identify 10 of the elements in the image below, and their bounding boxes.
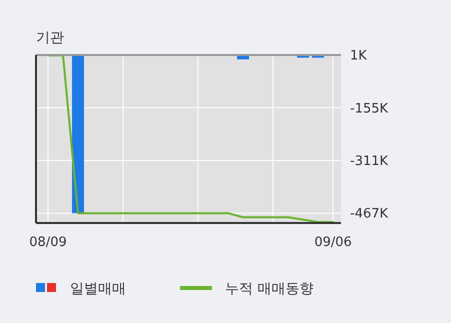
legend-label: 일별매매 (70, 280, 126, 297)
y-tick-label: -155K (350, 101, 389, 116)
legend-label: 누적 매매동향 (225, 280, 314, 297)
x-tick-label: 08/09 (29, 235, 67, 250)
line-series (47, 54, 334, 223)
y-tick-label: -467K (350, 206, 389, 222)
y-tick-label: -311K (350, 154, 389, 170)
x-tick-label: 09/06 (314, 235, 352, 250)
y-tick-label: 1K (350, 48, 368, 64)
chart-title: 기관 (36, 30, 64, 46)
